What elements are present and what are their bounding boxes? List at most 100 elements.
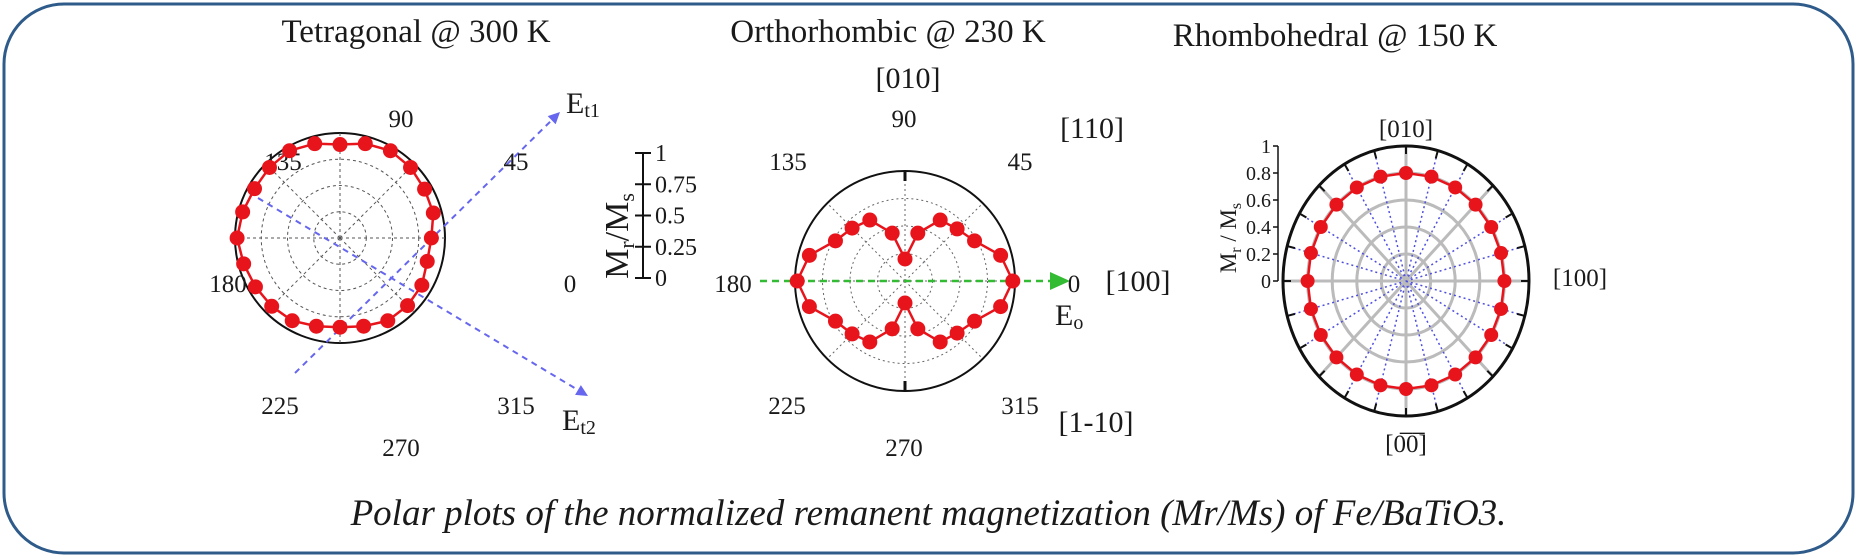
data-point (1494, 246, 1509, 261)
radial-axis-label-mr-ms: Mr/Ms (599, 193, 639, 279)
data-point (884, 321, 900, 337)
data-point (1313, 220, 1328, 234)
data-point (332, 319, 348, 335)
grid-spoke (904, 280, 984, 360)
orthorhombic-polar-plot: 90 45 0 315 270 225 180 135 [010] [110] … (714, 62, 1170, 462)
rhombohedral-title: Rhombohedral @ 150 K (1173, 18, 1498, 54)
grid-ring (287, 185, 393, 291)
tetragonal-angle-label-180: 180 (209, 271, 247, 298)
data-point (1300, 274, 1315, 288)
rhombo-direction-label-010-bottom: [0̅0̅] (1385, 431, 1427, 458)
data-point (403, 159, 419, 175)
outer-tick (1373, 403, 1378, 412)
data-point (282, 143, 298, 159)
data-point (247, 279, 263, 295)
grid-spoke (826, 280, 906, 360)
outer-tick (1373, 150, 1378, 159)
outer-tick (1516, 245, 1526, 250)
data-point (1303, 301, 1318, 316)
orthorhombic-angle-labels: 90 45 0 315 270 225 180 135 (714, 106, 1080, 462)
outer-tick (1318, 184, 1326, 192)
data-point (827, 233, 843, 249)
orthorhombic-angle-label-0: 0 (1068, 271, 1081, 298)
rhombohedral-polar-plot: 0 0.2 0.4 0.6 0.8 1 Mr / Ms [010] [100] [0̅0̅… (1216, 116, 1607, 458)
data-point (235, 204, 251, 220)
grid-spoke-minor (1405, 245, 1526, 282)
data-point (1484, 328, 1499, 342)
data-point (400, 298, 416, 314)
outer-tick (1318, 370, 1326, 378)
rhombo-radial-axis-label: Mr / Ms (1216, 203, 1245, 273)
et1-axis (294, 111, 561, 374)
data-point (827, 313, 843, 329)
grid-spoke (826, 202, 906, 282)
data-point (949, 221, 965, 237)
grid-spoke-minor (1405, 280, 1526, 317)
data-point (417, 181, 433, 197)
orthorhombic-angle-label-90: 90 (892, 106, 917, 133)
tetragonal-angle-label-0: 0 (564, 271, 577, 298)
data-point (307, 136, 323, 152)
data-point (357, 136, 373, 152)
rhombohedral-series (1300, 166, 1512, 396)
outer-tick (1434, 403, 1439, 412)
data-point (789, 273, 805, 289)
data-point (897, 251, 913, 267)
tetragonal-polar-plot: 90 45 0 315 270 225 180 135 Et1 Et2 (209, 87, 600, 462)
data-point (1373, 378, 1388, 393)
data-point (844, 326, 860, 342)
tetragonal-series (229, 136, 441, 335)
eo-label: Eo (1055, 299, 1083, 334)
grid-ring (822, 198, 988, 364)
data-point (1468, 197, 1483, 212)
et2-label: Et2 (562, 404, 596, 439)
radial-tick-label: 0.75 (655, 172, 697, 198)
orthorhombic-angle-label-45: 45 (1008, 149, 1033, 176)
orthorhombic-angle-label-135: 135 (769, 149, 807, 176)
tetragonal-title: Tetragonal @ 300 K (281, 14, 550, 50)
outer-tick (1462, 390, 1469, 399)
data-point (897, 295, 913, 311)
orthorhombic-series (789, 212, 1021, 350)
outer-tick (1343, 163, 1350, 172)
tetragonal-angle-label-270: 270 (382, 435, 420, 462)
tetragonal-grid (234, 111, 589, 397)
radial-tick-label: 0 (655, 266, 667, 292)
data-point (1313, 328, 1328, 342)
data-point (1329, 197, 1344, 212)
data-point (993, 299, 1009, 315)
et1-label: Et1 (566, 87, 600, 122)
orthorhombic-angle-label-225: 225 (768, 393, 806, 420)
grid-spoke (904, 202, 984, 282)
data-point (967, 233, 983, 249)
data-point (862, 212, 878, 228)
orthorhombic-grid (760, 170, 1070, 392)
outer-tick (1298, 343, 1307, 350)
direction-label-1-10: [1-10] (1059, 406, 1134, 439)
outer-tick (1286, 312, 1296, 317)
orthorhombic-title: Orthorhombic @ 230 K (730, 14, 1046, 50)
rhombo-direction-label-010-top: [010] (1379, 116, 1433, 143)
data-point (1497, 274, 1512, 288)
tetragonal-radial-scale: Mr/Ms 0 0.25 0.5 0.75 1 (599, 141, 697, 292)
outer-tick (1486, 184, 1494, 192)
direction-label-110: [110] (1060, 112, 1124, 145)
data-point (284, 313, 300, 329)
data-point (1349, 180, 1364, 195)
data-point (380, 313, 396, 329)
orthorhombic-angle-label-180: 180 (714, 271, 752, 298)
tetragonal-angle-labels: 90 45 0 315 270 225 180 135 (209, 106, 576, 462)
data-point (1329, 350, 1344, 365)
et2-axis (257, 197, 589, 397)
data-point (844, 220, 860, 236)
data-point (949, 325, 965, 341)
data-point (236, 256, 252, 272)
data-point (1448, 367, 1463, 382)
data-point (932, 212, 948, 228)
radial-tick-label: 1 (655, 141, 667, 167)
data-point (425, 205, 441, 221)
et1-axis-arrowhead (547, 112, 560, 125)
data-point (419, 253, 435, 269)
